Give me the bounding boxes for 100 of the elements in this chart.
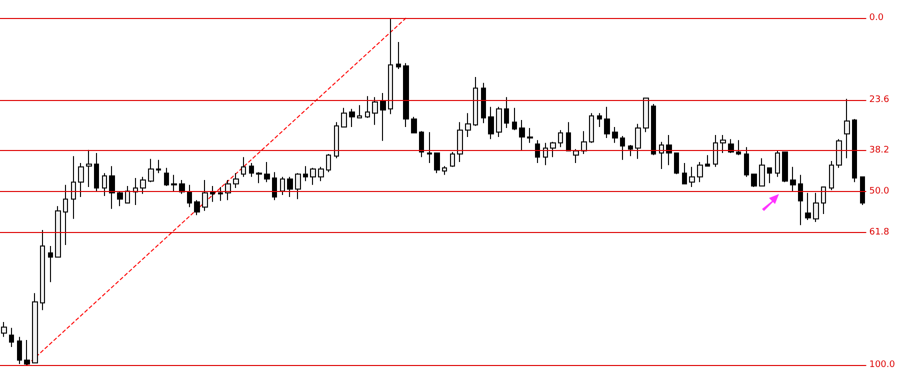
candlestick (380, 92, 386, 142)
candlestick (411, 116, 417, 134)
candlestick (334, 122, 339, 159)
candlestick (573, 148, 579, 164)
candlestick (272, 172, 277, 201)
candlestick (736, 140, 741, 156)
candlestick (187, 184, 192, 208)
candlestick (821, 186, 826, 215)
candlestick (249, 162, 254, 178)
candlestick (148, 158, 154, 183)
candlestick (450, 151, 455, 168)
candlestick (651, 104, 656, 156)
candlestick (326, 154, 331, 173)
candlestick (697, 162, 703, 183)
candlestick (419, 130, 424, 158)
candlestick (1, 321, 7, 338)
candlestick (705, 154, 710, 167)
candlestick (117, 190, 123, 207)
candlestick (9, 327, 14, 348)
candlestick (496, 106, 502, 138)
candlestick (659, 141, 664, 170)
candlestick (805, 192, 811, 220)
candlestick (543, 142, 548, 166)
candlestick (233, 172, 239, 189)
candlestick (481, 82, 486, 124)
candlestick (48, 245, 53, 283)
candlestick (643, 98, 649, 133)
candlestick (728, 138, 734, 154)
candlestick (836, 138, 842, 168)
candlestick (55, 206, 61, 258)
y-tick-label: 23.6 (869, 94, 890, 105)
candlestick (210, 185, 215, 202)
candlestick (581, 130, 587, 155)
candlestick (427, 132, 432, 164)
candlestick (813, 192, 819, 223)
candlestick (71, 156, 76, 220)
candlestick (442, 166, 447, 176)
candlestick (612, 126, 618, 144)
candlestick (628, 144, 633, 157)
y-tick-label: 100.0 (869, 360, 896, 370)
candlestick (140, 176, 146, 194)
y-tick-label: 50.0 (869, 186, 890, 196)
candlestick (365, 96, 370, 118)
candlestick (202, 180, 208, 212)
candlestick (782, 151, 788, 183)
candlestick (164, 167, 169, 186)
candlestick (751, 174, 757, 188)
candlestick (519, 120, 525, 152)
candlestick (24, 340, 30, 366)
candlestick (488, 106, 494, 140)
candlestick (852, 118, 857, 183)
candlestick (689, 166, 695, 188)
candlestick (303, 166, 308, 182)
candlestick (589, 112, 594, 144)
candlestick (465, 112, 471, 138)
candlestick (720, 134, 726, 154)
candlestick (775, 150, 780, 178)
candlestick (357, 104, 362, 118)
candlestick (682, 162, 687, 184)
candlestick (102, 172, 107, 197)
y-tick-label: 38.2 (869, 146, 890, 156)
candlestick (713, 134, 718, 168)
candlestick (86, 149, 92, 188)
candlestick (218, 186, 223, 202)
candlestick (318, 166, 324, 182)
candlestick (829, 160, 834, 191)
y-tick-label: 61.8 (869, 227, 890, 238)
candlestick (759, 158, 765, 186)
candlestick (674, 152, 679, 175)
candlestick (666, 134, 672, 166)
candlestick (372, 96, 378, 126)
candlestick (156, 159, 161, 174)
candlestick (280, 176, 285, 196)
candlestick (635, 123, 641, 160)
candlestick (512, 107, 517, 131)
candlestick (504, 96, 509, 128)
candlestick (550, 141, 556, 158)
candlestick (32, 292, 38, 364)
candlestick (287, 176, 293, 198)
candlestick (94, 152, 99, 192)
candlestick (264, 162, 270, 183)
candlestick (457, 122, 463, 163)
candlestick (473, 76, 478, 126)
candlestick (349, 108, 355, 128)
candlestick (241, 156, 246, 178)
candlestick (527, 128, 533, 144)
candlestick (844, 98, 850, 159)
candlestick (17, 336, 22, 364)
candlestick (171, 174, 177, 192)
candlestick (790, 166, 796, 192)
candlestick (566, 122, 571, 152)
candlestick (63, 184, 68, 246)
candlestick (225, 180, 231, 201)
candlestick (558, 130, 563, 148)
candlestick (133, 177, 138, 206)
candlestick (341, 107, 347, 128)
candlestick (860, 176, 865, 206)
candlestick (109, 166, 115, 210)
candlestick (434, 152, 440, 174)
candlestick (78, 162, 84, 198)
